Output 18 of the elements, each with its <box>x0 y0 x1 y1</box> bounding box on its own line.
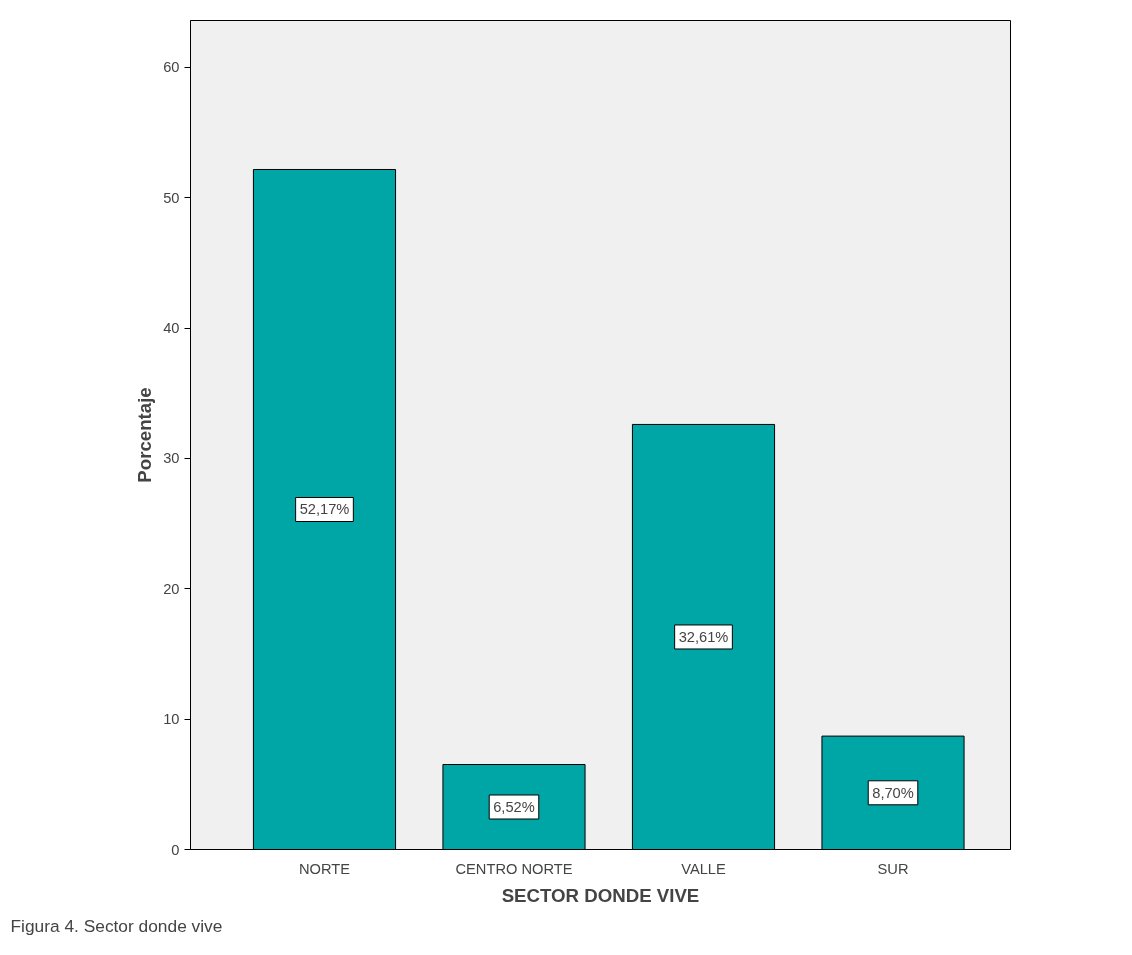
x-tick-label: VALLE <box>681 860 726 877</box>
y-tick-label: 30 <box>163 450 180 467</box>
data-label: 8,70% <box>872 784 914 801</box>
data-label: 52,17% <box>299 501 350 518</box>
data-label: 6,52% <box>493 799 535 816</box>
x-tick-label: CENTRO NORTE <box>455 860 573 877</box>
x-tick-label: NORTE <box>298 860 351 877</box>
data-label: 32,61% <box>678 628 729 645</box>
y-tick-label: 10 <box>163 711 180 728</box>
y-tick-label: 40 <box>163 320 180 337</box>
y-axis-title: Porcentaje <box>134 387 156 483</box>
y-tick-label: 20 <box>163 580 180 597</box>
text: Figura 4. Sector donde vive <box>10 915 223 936</box>
y-tick-label: 0 <box>171 841 180 858</box>
x-axis-title: SECTOR DONDE VIVE <box>501 884 700 906</box>
y-tick-label: 50 <box>163 189 180 206</box>
x-tick-label: SUR <box>877 860 909 877</box>
y-tick-label: 60 <box>163 59 180 76</box>
